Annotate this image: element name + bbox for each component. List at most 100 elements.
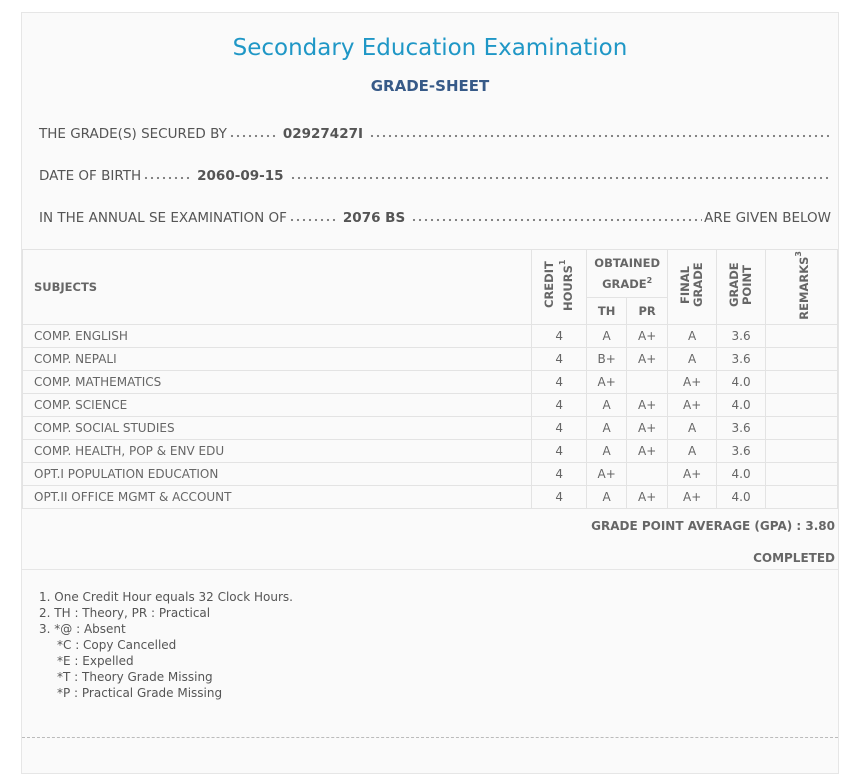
credit-cell: 4	[531, 438, 588, 463]
remarks-cell	[765, 392, 838, 417]
pr-cell: A+	[626, 323, 669, 348]
leader	[288, 212, 337, 222]
note: 2. TH : Theory, PR : Practical	[39, 605, 293, 621]
table-row: COMP. NEPALI 4 B+ A+ A 3.6	[21, 346, 838, 371]
th-cell: A+	[586, 369, 628, 394]
leader	[369, 128, 829, 138]
final-cell: A+	[667, 392, 718, 417]
notes: 1. One Credit Hour equals 32 Clock Hours…	[39, 589, 293, 701]
header-text: FINAL GRADE	[678, 263, 706, 308]
grade-sheet: Secondary Education Examination GRADE-SH…	[21, 12, 839, 774]
remarks-cell	[765, 461, 838, 486]
note-subitem: *C : Copy Cancelled	[57, 638, 177, 652]
th-cell: A	[586, 392, 628, 417]
subject-cell: COMP. HEALTH, POP & ENV EDU	[21, 438, 533, 463]
remarks-cell	[765, 323, 838, 348]
subject-cell: OPT.I POPULATION EDUCATION	[21, 461, 533, 486]
credit-cell: 4	[531, 323, 588, 348]
header-cell: GRADE POINT	[716, 249, 767, 325]
credit-cell: 4	[531, 369, 588, 394]
note-text: One Credit Hour equals 32 Clock Hours.	[54, 590, 293, 604]
grade-point-cell: 3.6	[716, 346, 767, 371]
separator	[22, 569, 838, 570]
credit-cell: 4	[531, 461, 588, 486]
note-number: 2.	[39, 606, 51, 620]
subject-cell: COMP. NEPALI	[21, 346, 533, 371]
info-line: DATE OF BIRTH 2060-09-15	[39, 168, 831, 184]
leader	[228, 128, 277, 138]
grade-point-cell: 4.0	[716, 392, 767, 417]
grade-point-cell: 3.6	[716, 323, 767, 348]
subject-cell: COMP. SOCIAL STUDIES	[21, 415, 533, 440]
final-cell: A+	[667, 461, 718, 486]
grade-point-cell: 4.0	[716, 461, 767, 486]
note-subitem: *P : Practical Grade Missing	[57, 686, 223, 700]
header-row: TH PR	[23, 296, 838, 325]
final-cell: A	[667, 415, 718, 440]
info-line: IN THE ANNUAL SE EXAMINATION OF 2076 BS …	[39, 210, 831, 226]
header-text: REMARKS	[796, 256, 811, 320]
header-text: GRADE POINT	[727, 263, 755, 308]
leader	[143, 170, 192, 180]
note-text: TH : Theory, PR : Practical	[54, 606, 211, 620]
info-line: THE GRADE(S) SECURED BY 02927427I	[39, 126, 831, 142]
note-text: *@ : Absent	[54, 622, 126, 636]
subject-cell: COMP. ENGLISH	[21, 323, 533, 348]
th-cell: A	[586, 323, 628, 348]
header-cell: REMARKS3	[765, 249, 838, 325]
remarks-cell	[765, 438, 838, 463]
table-head: SUBJECTS CREDIT HOURS1 OBTAINED GRADE2 F…	[21, 249, 838, 325]
grade-point-cell: 3.6	[716, 415, 767, 440]
table-row: COMP. HEALTH, POP & ENV EDU 4 A A+ A 3.6	[21, 438, 838, 463]
th-cell: B+	[586, 346, 628, 371]
note-subitem: *T : Theory Grade Missing	[57, 670, 213, 684]
header-row: SUBJECTS CREDIT HOURS1 OBTAINED GRADE2 F…	[21, 249, 838, 325]
remarks-cell	[765, 415, 838, 440]
gpa-label: GRADE POINT AVERAGE (GPA) :	[591, 519, 802, 533]
table-row: OPT.I POPULATION EDUCATION 4 A+ A+ 4.0	[21, 461, 838, 486]
final-cell: A+	[667, 484, 718, 509]
header-cell: OBTAINED GRADE2	[586, 249, 669, 298]
th-cell: A	[586, 438, 628, 463]
table-row: COMP. MATHEMATICS 4 A+ A+ 4.0	[21, 369, 838, 394]
info-value: 02927427I	[282, 126, 364, 142]
final-cell: A	[667, 323, 718, 348]
info-value: 2076 BS	[342, 210, 406, 226]
info-label: DATE OF BIRTH	[39, 168, 142, 184]
pr-cell: A+	[626, 392, 669, 417]
note: 1. One Credit Hour equals 32 Clock Hours…	[39, 589, 293, 605]
final-cell: A	[667, 438, 718, 463]
note-subitem: *E : Expelled	[57, 654, 134, 668]
header-text: OBTAINED GRADE	[594, 256, 660, 291]
note: 3. *@ : Absent	[39, 621, 293, 637]
grade-table: SUBJECTS CREDIT HOURS1 OBTAINED GRADE2 F…	[21, 249, 838, 509]
note-number: 3.	[39, 622, 51, 636]
info-label: THE GRADE(S) SECURED BY	[39, 126, 227, 142]
gpa: GRADE POINT AVERAGE (GPA) : 3.80	[591, 519, 835, 533]
leader	[411, 212, 703, 222]
header-cell: TH	[586, 296, 628, 325]
subject-cell: COMP. MATHEMATICS	[21, 369, 533, 394]
table-row: OPT.II OFFICE MGMT & ACCOUNT 4 A A+ A+ 4.0	[21, 484, 838, 509]
status: COMPLETED	[753, 551, 835, 565]
subject-cell: OPT.II OFFICE MGMT & ACCOUNT	[21, 484, 533, 509]
table-row: COMP. ENGLISH 4 A A+ A 3.6	[21, 323, 838, 348]
subject-cell: COMP. SCIENCE	[21, 392, 533, 417]
credit-cell: 4	[531, 392, 588, 417]
footnote-mark: 2	[646, 276, 653, 286]
final-cell: A+	[667, 369, 718, 394]
subtitle: GRADE-SHEET	[370, 77, 490, 95]
title: Secondary Education Examination	[232, 35, 628, 61]
table-body: COMP. ENGLISH 4 A A+ A 3.6 COMP. NEPALI 4 B+ A+ A 3…	[21, 323, 838, 509]
footnote-mark: 3	[794, 251, 804, 257]
table-row: COMP. SCIENCE 4 A A+ A+ 4.0	[21, 392, 838, 417]
grade-point-cell: 3.6	[716, 438, 767, 463]
header-cell: CREDIT HOURS1	[531, 249, 588, 325]
header-cell: FINAL GRADE	[667, 249, 718, 325]
th-cell: A	[586, 415, 628, 440]
table-row: COMP. SOCIAL STUDIES 4 A A+ A 3.6	[21, 415, 838, 440]
separator	[22, 737, 838, 738]
footnote-mark: 1	[558, 259, 568, 266]
remarks-cell	[765, 346, 838, 371]
